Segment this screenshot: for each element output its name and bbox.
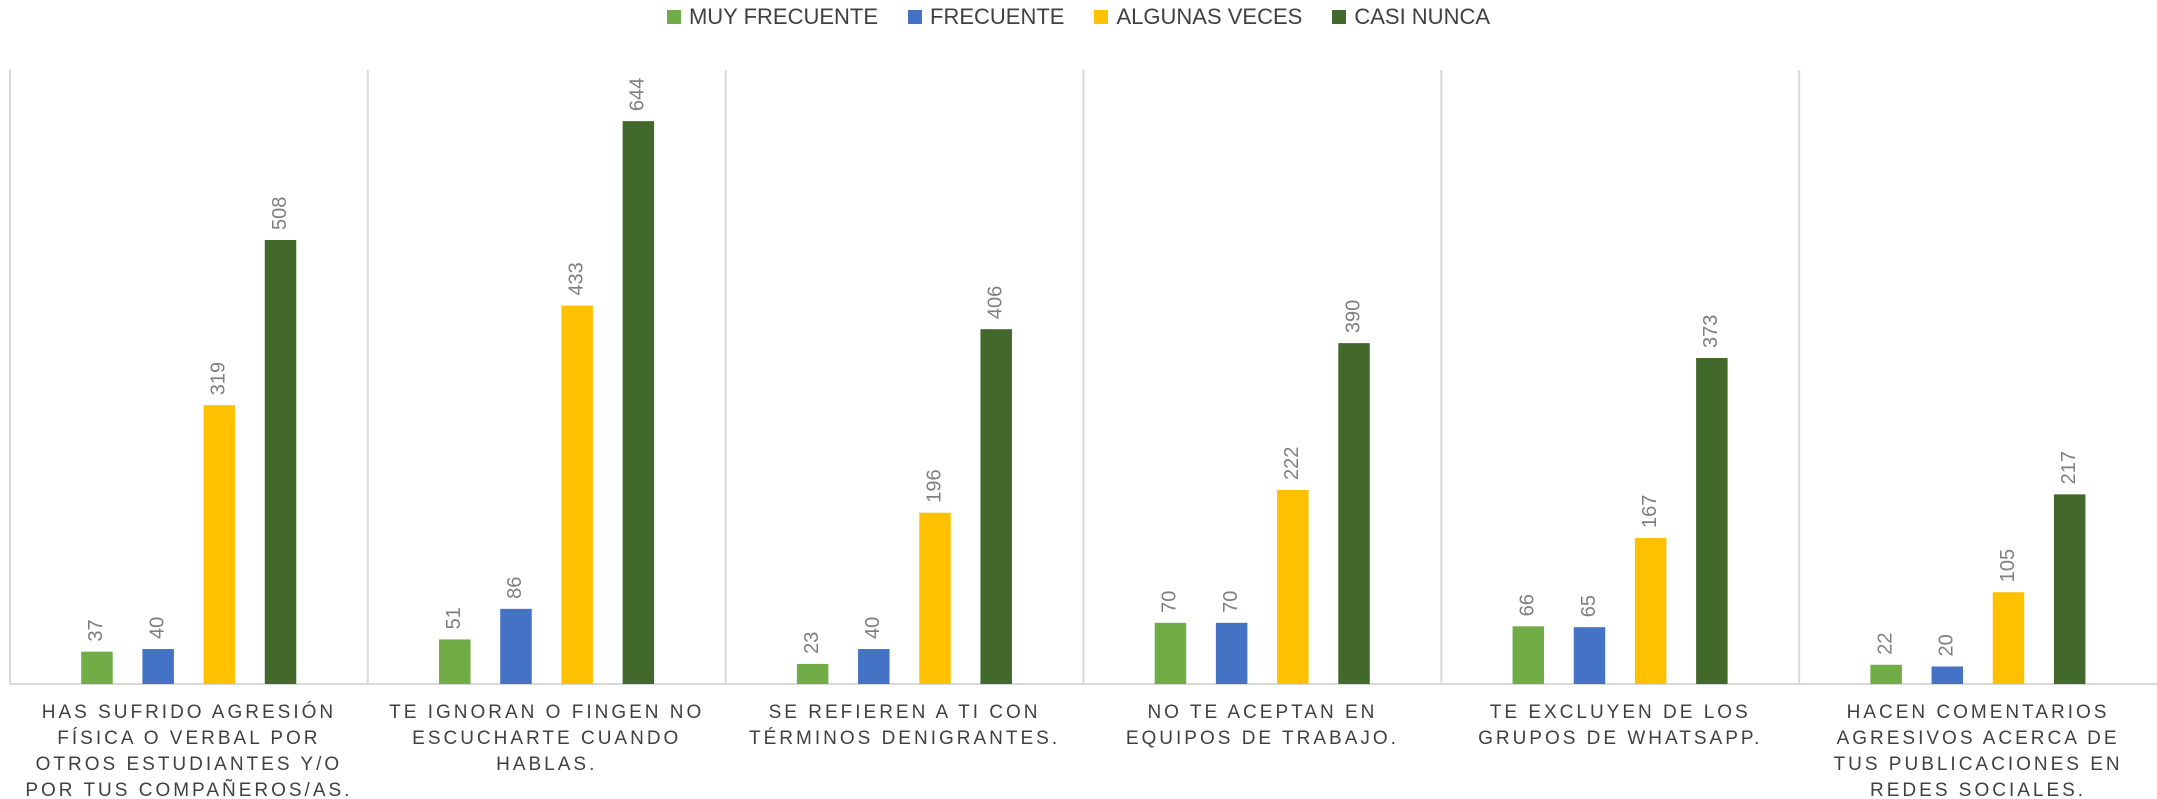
value-label: 65 [1578,595,1600,617]
value-label: 406 [984,286,1006,319]
bar [919,512,951,684]
bar [81,651,113,684]
value-label: 373 [1700,315,1722,348]
value-label: 23 [801,632,823,654]
value-label: 37 [85,619,107,641]
bar [264,240,297,684]
legend: MUY FRECUENTE FRECUENTE ALGUNAS VECES CASI … [0,4,2157,30]
legend-item: ALGUNAS VECES [1094,4,1302,30]
value-label: 40 [146,617,168,639]
category-label: HACEN COMENTARIOS AGRESIVOS ACERCA DE TU… [1833,702,2123,799]
category-label: TE EXCLUYEN DE LOS GRUPOS DE WHATSAPP. [1478,702,1763,749]
legend-swatch [1332,10,1347,24]
category-label: HAS SUFRIDO AGRESIÓN FÍSICA O VERBAL POR… [25,702,353,799]
bar [1573,627,1606,684]
value-label: 390 [1342,300,1364,333]
legend-swatch [1094,10,1109,24]
value-label: 319 [208,362,230,395]
legend-item: CASI NUNCA [1332,4,1490,30]
legend-label: ALGUNAS VECES [1116,4,1303,29]
value-label: 433 [565,262,587,295]
category-label: NO TE ACEPTAN EN EQUIPOS DE TRABAJO. [1125,702,1399,749]
value-label: 167 [1639,495,1661,528]
bar [1634,538,1667,684]
bar [980,329,1012,684]
bar [2053,494,2086,684]
legend-label: CASI NUNCA [1354,4,1491,29]
bar [1338,343,1370,684]
value-label: 508 [269,197,291,230]
legend-label: FRECUENTE [930,4,1065,29]
legend-swatch [666,10,681,24]
value-label: 222 [1281,447,1303,480]
value-label: 40 [862,617,884,639]
bar [796,663,829,684]
value-label: 644 [627,78,649,111]
bar [500,608,532,684]
bar [1931,666,1964,684]
bar [1870,664,1902,684]
value-label: 22 [1874,633,1896,655]
value-label: 217 [2058,451,2080,484]
value-label: 70 [1159,591,1181,613]
bar [1154,622,1187,684]
bar [203,405,236,684]
bar [622,121,655,685]
legend-label: MUY FRECUENTE [688,4,879,29]
bar [1215,622,1248,684]
value-label: 70 [1220,591,1242,613]
value-label: 20 [1936,634,1958,656]
bar [439,639,471,684]
bar [142,649,174,684]
value-label: 86 [504,577,526,599]
legend-item: MUY FRECUENTE [666,4,879,30]
bar [1696,357,1728,684]
value-label: 196 [923,469,945,502]
value-label: 105 [1997,549,2019,582]
bar [1512,626,1545,684]
bar [858,649,890,684]
value-label: 51 [443,607,465,629]
legend-item: FRECUENTE [908,4,1064,30]
value-label: 66 [1517,594,1539,616]
bar [561,305,593,684]
bar [1277,489,1309,684]
category-label: SE REFIEREN A TI CON TÉRMINOS DENIGRANTE… [749,702,1061,749]
bar [1992,592,2025,684]
category-label: TE IGNORAN O FINGEN NO ESCUCHARTE CUANDO… [389,702,705,775]
legend-swatch [908,10,923,24]
